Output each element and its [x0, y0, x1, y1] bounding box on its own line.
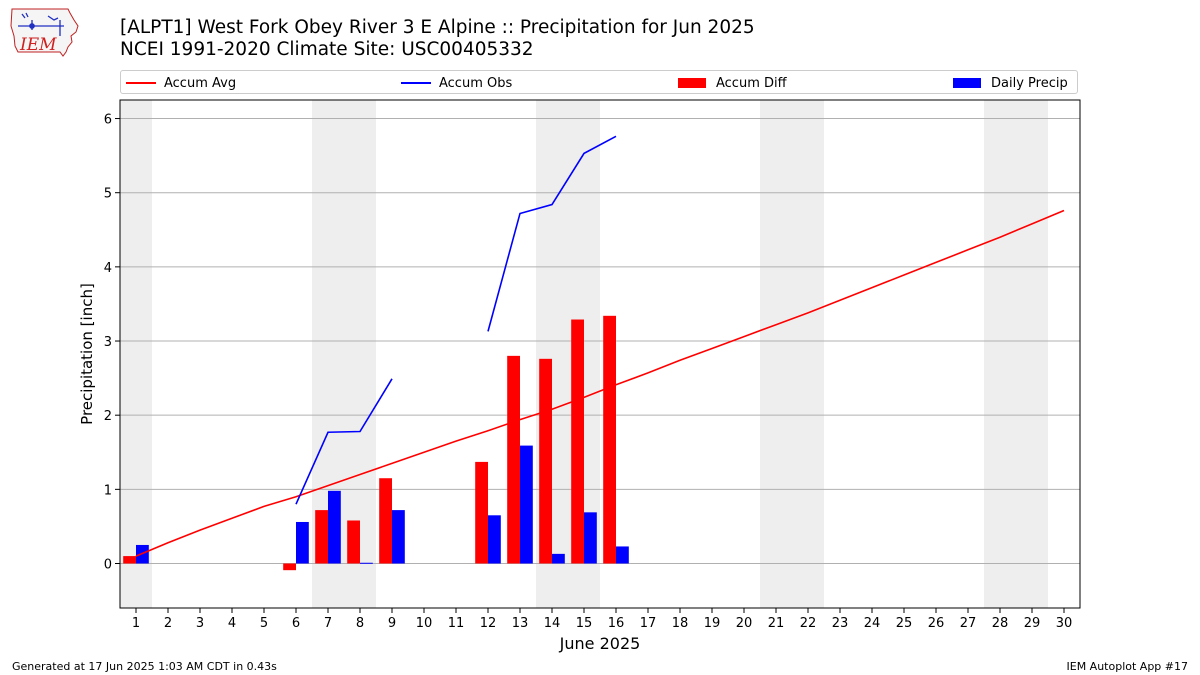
daily-precip-bar	[552, 553, 565, 564]
y-tick-label: 2	[104, 409, 112, 424]
accum-diff-bar	[475, 461, 488, 564]
x-tick-label: 26	[928, 616, 945, 631]
chart-legend: Accum Avg Accum Obs Accum Diff Daily Pre…	[120, 70, 1078, 94]
legend-label: Accum Obs	[439, 75, 513, 91]
legend-swatch-box-icon	[953, 78, 981, 88]
daily-precip-bar	[520, 445, 533, 564]
title-line-1: [ALPT1] West Fork Obey River 3 E Alpine …	[120, 17, 755, 38]
iem-logo: IEM	[10, 8, 79, 57]
accum-diff-bar	[571, 319, 584, 564]
plot-frame	[119, 99, 1081, 609]
logo-text: IEM	[19, 35, 57, 55]
x-tick-label: 6	[292, 616, 300, 631]
x-tick-label: 25	[896, 616, 913, 631]
accum-diff-bar	[539, 358, 552, 564]
legend-item-accum-obs: Accum Obs	[401, 74, 512, 92]
legend-item-daily-precip: Daily Precip	[953, 74, 1068, 92]
x-tick-label: 15	[576, 616, 593, 631]
accum-diff-bar	[507, 355, 520, 564]
daily-precip-bar	[616, 546, 629, 564]
legend-label: Daily Precip	[991, 75, 1068, 91]
x-tick-label: 4	[228, 616, 236, 631]
y-tick-label: 3	[104, 335, 112, 350]
x-tick-label: 14	[544, 616, 561, 631]
weather-station-icon	[18, 12, 64, 36]
x-tick-label: 10	[416, 616, 433, 631]
x-tick-label: 27	[960, 616, 977, 631]
x-tick-label: 2	[164, 616, 172, 631]
daily-precip-bar	[296, 521, 309, 564]
accum-obs-line	[295, 378, 393, 505]
y-tick-label: 4	[104, 261, 112, 276]
daily-precip-bar	[488, 515, 501, 564]
accum-diff-bar	[347, 520, 360, 564]
x-tick-label: 9	[388, 616, 396, 631]
accum-diff-bar	[603, 315, 616, 564]
weekend-band	[984, 100, 1016, 608]
x-tick-label: 28	[992, 616, 1009, 631]
chart-title: [ALPT1] West Fork Obey River 3 E Alpine …	[120, 17, 755, 61]
x-tick-label: 20	[736, 616, 753, 631]
x-tick-label: 12	[480, 616, 497, 631]
accum-diff-bar	[315, 510, 328, 564]
x-tick-label: 21	[768, 616, 785, 631]
x-tick-label: 29	[1024, 616, 1041, 631]
daily-precip-bar	[584, 512, 597, 564]
x-tick-label: 23	[832, 616, 849, 631]
x-tick-label: 13	[512, 616, 529, 631]
x-tick-label: 11	[448, 616, 465, 631]
weekend-band	[760, 100, 792, 608]
footer-generated: Generated at 17 Jun 2025 1:03 AM CDT in …	[12, 660, 277, 673]
iowa-map-outline-icon	[10, 8, 79, 57]
accum-avg-line	[135, 209, 1065, 557]
legend-swatch-box-icon	[678, 78, 706, 88]
legend-item-accum-avg: Accum Avg	[126, 74, 236, 92]
x-tick-label: 1	[132, 616, 140, 631]
y-tick-label: 6	[104, 113, 112, 128]
legend-label: Accum Avg	[164, 75, 237, 91]
daily-precip-bar	[328, 490, 341, 564]
x-tick-label: 24	[864, 616, 881, 631]
weekend-band	[1016, 100, 1048, 608]
y-tick-label: 1	[104, 483, 112, 498]
x-tick-label: 22	[800, 616, 817, 631]
y-axis-label: Precipitation [inch]	[78, 283, 96, 425]
y-tick-label: 5	[104, 187, 112, 202]
footer-app-id: IEM Autoplot App #17	[1066, 660, 1189, 673]
x-tick-label: 8	[356, 616, 364, 631]
title-line-2: NCEI 1991-2020 Climate Site: USC00405332	[120, 39, 534, 60]
accum-obs-line	[487, 135, 617, 332]
accum-diff-bar	[379, 478, 392, 564]
legend-swatch-line-icon	[126, 82, 156, 84]
legend-label: Accum Diff	[716, 75, 787, 91]
x-tick-label: 17	[640, 616, 657, 631]
x-tick-label: 3	[196, 616, 204, 631]
x-tick-label: 5	[260, 616, 268, 631]
x-axis-label: June 2025	[559, 634, 641, 653]
weekend-band	[120, 100, 152, 608]
daily-precip-bar	[392, 510, 405, 564]
daily-precip-bar	[360, 562, 373, 564]
y-tick-label: 0	[104, 558, 112, 573]
legend-item-accum-diff: Accum Diff	[678, 74, 787, 92]
x-tick-label: 30	[1056, 616, 1073, 631]
x-tick-label: 7	[324, 616, 332, 631]
x-tick-label: 18	[672, 616, 689, 631]
weekend-band	[792, 100, 824, 608]
x-tick-label: 16	[608, 616, 625, 631]
legend-swatch-line-icon	[401, 82, 431, 84]
accum-diff-bar	[283, 563, 296, 571]
x-tick-label: 19	[704, 616, 721, 631]
accum-diff-bar	[123, 556, 136, 564]
